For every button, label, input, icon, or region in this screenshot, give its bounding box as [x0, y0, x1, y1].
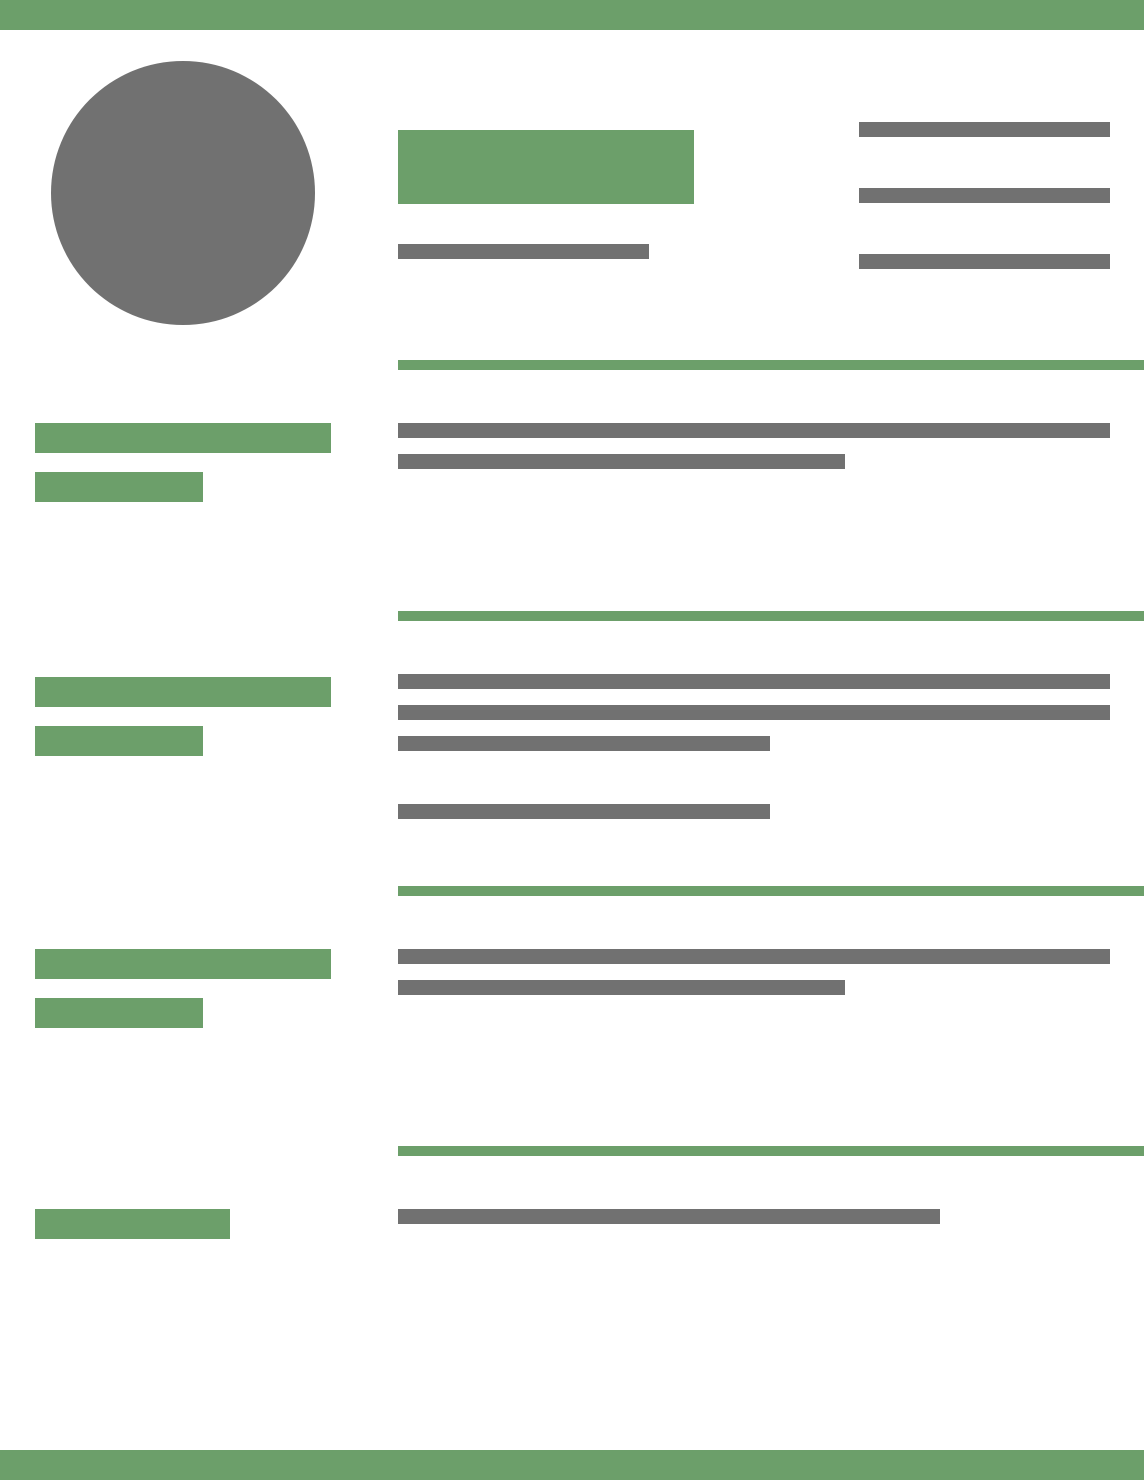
- section-heading-placeholder: [35, 949, 331, 979]
- text-line-placeholder: [398, 949, 1110, 964]
- section-divider: [398, 1146, 1144, 1156]
- text-line-placeholder: [398, 1209, 940, 1224]
- text-line-placeholder: [398, 705, 1110, 720]
- name-placeholder: [398, 130, 694, 204]
- section-subheading-placeholder: [35, 472, 203, 502]
- section-divider: [398, 611, 1144, 621]
- text-line-placeholder: [398, 423, 1110, 438]
- text-line-placeholder: [398, 736, 770, 751]
- text-line-placeholder: [398, 674, 1110, 689]
- contact-line-placeholder: [859, 254, 1110, 269]
- profile-photo-placeholder: [51, 61, 315, 325]
- section-subheading-placeholder: [35, 998, 203, 1028]
- text-line-placeholder: [398, 980, 845, 995]
- contact-line-placeholder: [859, 122, 1110, 137]
- section-heading-placeholder: [35, 423, 331, 453]
- top-accent-band: [0, 0, 1144, 30]
- text-line-placeholder: [398, 454, 845, 469]
- bottom-accent-band: [0, 1450, 1144, 1480]
- section-divider: [398, 360, 1144, 370]
- text-line-placeholder: [398, 804, 770, 819]
- section-divider: [398, 886, 1144, 896]
- contact-line-placeholder: [859, 188, 1110, 203]
- section-heading-placeholder: [35, 677, 331, 707]
- section-heading-placeholder: [35, 1209, 230, 1239]
- job-title-placeholder: [398, 244, 649, 259]
- section-subheading-placeholder: [35, 726, 203, 756]
